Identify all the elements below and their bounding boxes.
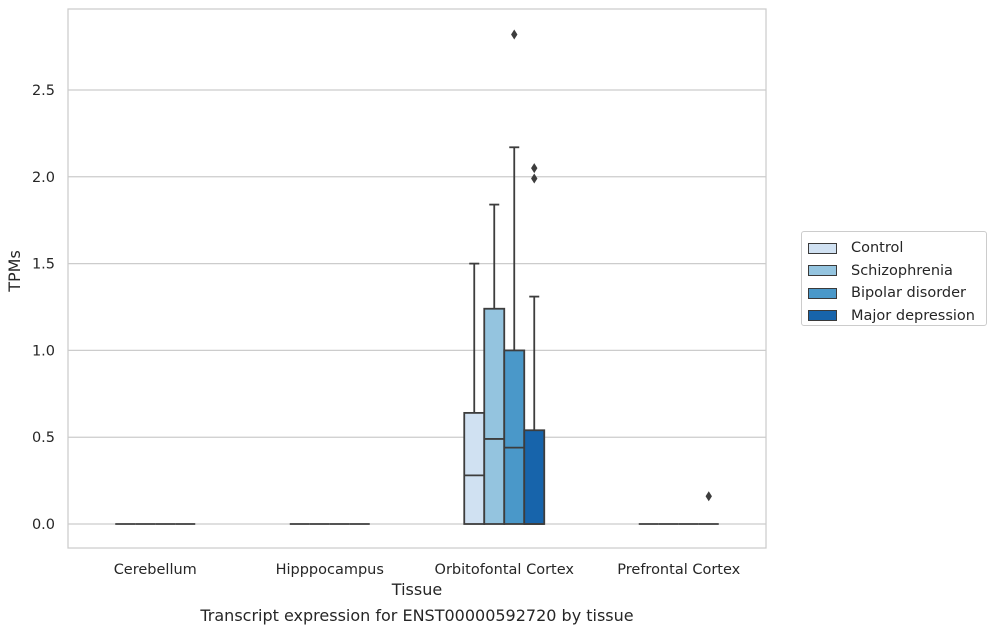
- plot-frame: [67, 8, 767, 549]
- outlier-point: [531, 173, 538, 184]
- legend-label: Schizophrenia: [851, 262, 953, 279]
- legend-swatch: [808, 242, 837, 254]
- box: [503, 349, 526, 525]
- legend-item: Bipolar disorder: [808, 282, 986, 305]
- x-tick-labels: Cerebellum Hipppocampus Orbitofontal Corte…: [114, 562, 741, 578]
- legend-swatch: [808, 265, 837, 277]
- figure-caption: Transcript expression for ENST0000059272…: [200, 606, 634, 625]
- outlier-point: [705, 491, 712, 502]
- legend-label: Bipolar disorder: [851, 285, 966, 302]
- y-axis-label: TPMs: [5, 250, 24, 293]
- x-tick-label: Orbitofontal Cortex: [435, 562, 575, 578]
- outlier-point: [511, 29, 518, 40]
- y-tick-label: 1.0: [32, 343, 55, 359]
- box: [483, 307, 506, 525]
- y-tick-label: 2.5: [32, 83, 55, 99]
- box: [523, 429, 546, 525]
- legend-label: Major depression: [851, 307, 975, 324]
- x-tick-label: Hipppocampus: [276, 562, 384, 578]
- box-plot-chart: 0.0 0.5 1.0 1.5 2.0 2.5 Cerebellum Hipppocampu…: [5, 8, 767, 599]
- legend-item: Major depression: [808, 305, 986, 328]
- x-axis-label: Tissue: [391, 580, 442, 599]
- x-tick-label: Cerebellum: [114, 562, 197, 578]
- x-tick-label: Prefrontal Cortex: [617, 562, 740, 578]
- outlier-point: [531, 163, 538, 174]
- box: [463, 411, 486, 525]
- boxes-layer: [115, 29, 719, 525]
- y-tick-label: 2.0: [32, 170, 55, 186]
- y-tick-labels: 0.0 0.5 1.0 1.5 2.0 2.5: [32, 83, 55, 533]
- legend-swatch: [808, 287, 837, 299]
- legend-item: Schizophrenia: [808, 260, 986, 283]
- y-tick-label: 1.5: [32, 257, 55, 273]
- y-tick-label: 0.0: [32, 517, 55, 533]
- legend-swatch: [808, 310, 837, 322]
- legend-item: Control: [808, 237, 986, 260]
- legend: Control Schizophrenia Bipolar disorder Majo…: [801, 231, 987, 326]
- legend-label: Control: [851, 240, 904, 257]
- grid-lines: [68, 89, 766, 525]
- y-tick-label: 0.5: [32, 430, 55, 446]
